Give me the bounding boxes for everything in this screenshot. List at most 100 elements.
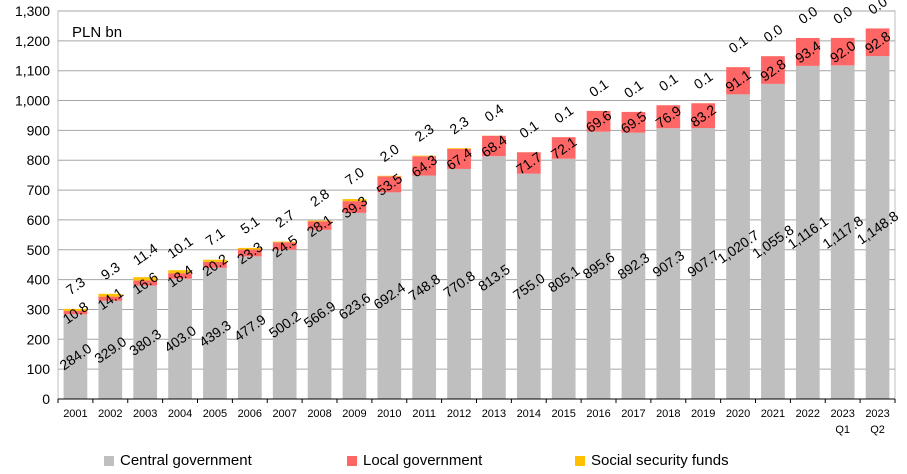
bar-segment bbox=[203, 267, 227, 399]
gridlines bbox=[57, 10, 896, 400]
bar-segment bbox=[168, 273, 192, 279]
axes: 0 100 200 300 400 500 600 700 800 900 1,000 1,100 1,… bbox=[15, 3, 896, 436]
y-tick-label: 200 bbox=[27, 331, 51, 347]
bar-segment bbox=[447, 148, 471, 149]
bar-segment bbox=[133, 280, 158, 286]
bar-segment bbox=[272, 242, 297, 250]
bar-segment bbox=[865, 56, 890, 400]
bar-segment bbox=[865, 28, 890, 57]
x-tick-label: 2002 bbox=[98, 408, 122, 420]
bar-segment bbox=[377, 176, 402, 193]
data-label-social: 7.3 bbox=[63, 274, 88, 298]
data-label-social: 0.0 bbox=[795, 3, 820, 27]
bar-segment bbox=[168, 278, 192, 399]
bar-segment bbox=[447, 168, 471, 399]
data-label-social: 0.0 bbox=[865, 0, 890, 18]
x-tick-label: 2014 bbox=[517, 408, 541, 420]
bar-segment bbox=[237, 256, 262, 399]
y-tick-label: 1,200 bbox=[15, 33, 50, 49]
y-tick-label: 0 bbox=[42, 391, 50, 407]
data-label-social: 5.1 bbox=[237, 213, 262, 237]
y-tick-label: 1,100 bbox=[15, 63, 50, 79]
data-label-social: 2.0 bbox=[377, 141, 402, 165]
x-tick-label: 2017 bbox=[621, 408, 645, 420]
y-tick-label: 600 bbox=[27, 212, 51, 228]
bars bbox=[63, 28, 890, 400]
bar-segment bbox=[586, 131, 611, 399]
x-tick-label: 2011 bbox=[412, 408, 436, 420]
x-tick-label-sub: Q1 bbox=[835, 424, 850, 436]
bar-segment bbox=[586, 110, 611, 132]
data-label-social: 0.1 bbox=[725, 32, 750, 56]
unit-label: PLN bn bbox=[72, 24, 122, 41]
bar-segment bbox=[237, 247, 262, 250]
bar-segment bbox=[272, 241, 297, 243]
bar-segment bbox=[307, 220, 332, 222]
data-label-social: 2.3 bbox=[412, 120, 437, 144]
x-tick-label: 2003 bbox=[133, 408, 157, 420]
x-tick-label: 2008 bbox=[307, 408, 331, 420]
bar-segment bbox=[377, 192, 402, 399]
data-label-social: 2.7 bbox=[272, 206, 297, 230]
y-tick-label: 1,300 bbox=[15, 3, 50, 19]
bar-segment bbox=[447, 148, 471, 169]
bar-segment bbox=[551, 158, 576, 399]
bar-segment bbox=[377, 175, 402, 177]
y-tick-label: 100 bbox=[27, 361, 51, 377]
legend-item-central: Central government bbox=[104, 452, 252, 469]
bar-segment bbox=[133, 285, 158, 399]
bar-segment bbox=[412, 175, 437, 399]
legend-swatch-central bbox=[104, 455, 114, 466]
y-tick-label: 900 bbox=[27, 122, 51, 138]
bar-segment bbox=[412, 156, 437, 176]
bar-segment bbox=[795, 38, 820, 66]
x-tick-label: 2007 bbox=[272, 408, 296, 420]
data-label-social: 0.1 bbox=[586, 76, 611, 100]
legend-item-social: Social security funds bbox=[575, 452, 729, 469]
x-tick-label: 2013 bbox=[482, 408, 506, 420]
bar-segment bbox=[656, 105, 681, 129]
x-tick-label: 2009 bbox=[342, 408, 366, 420]
y-tick-label: 800 bbox=[27, 152, 51, 168]
data-label-social: 2.8 bbox=[307, 185, 332, 209]
x-tick-label: 2016 bbox=[586, 408, 610, 420]
data-label-social: 0.0 bbox=[760, 21, 785, 45]
x-tick-label: 2018 bbox=[656, 408, 680, 420]
legend-label-local: Local government bbox=[363, 452, 483, 469]
bar-segment bbox=[795, 65, 820, 399]
x-tick-label: 2010 bbox=[377, 408, 401, 420]
bar-segment bbox=[830, 65, 855, 399]
data-label-social: 7.1 bbox=[202, 224, 227, 248]
y-tick-label: 700 bbox=[27, 182, 51, 198]
x-tick-label: 2015 bbox=[551, 408, 575, 420]
data-label-social: 0.4 bbox=[481, 100, 506, 124]
bar-segment bbox=[342, 201, 367, 213]
bar-segment bbox=[691, 103, 716, 129]
bar-segment bbox=[726, 94, 750, 400]
bar-segment bbox=[761, 83, 785, 399]
bar-segment bbox=[133, 277, 158, 281]
bar-segment bbox=[412, 155, 437, 157]
bar-segment bbox=[168, 270, 192, 274]
x-tick-label: 2019 bbox=[691, 408, 715, 420]
bar-segment bbox=[516, 173, 541, 399]
data-label-social: 0.0 bbox=[830, 3, 855, 27]
bar-segment bbox=[203, 259, 227, 262]
x-tick-label: 2005 bbox=[203, 408, 227, 420]
bar-segment bbox=[482, 135, 506, 157]
legend-label-central: Central government bbox=[120, 452, 252, 469]
bar-segment bbox=[726, 67, 750, 95]
bar-segment bbox=[342, 199, 367, 202]
data-label-social: 0.1 bbox=[691, 68, 716, 92]
bar-segment bbox=[516, 152, 541, 174]
x-tick-label: 2006 bbox=[238, 408, 262, 420]
legend-swatch-social bbox=[575, 455, 585, 466]
bar-segment bbox=[307, 229, 332, 399]
bar-segment bbox=[63, 308, 88, 312]
bar-segment bbox=[691, 128, 716, 399]
x-tick-label: 2021 bbox=[761, 408, 785, 420]
y-tick-label: 400 bbox=[27, 272, 51, 288]
stacked-bar-chart: 284.010.87.3329.014.19.3380.316.611.4403… bbox=[15, 0, 902, 436]
data-label-social: 2.3 bbox=[446, 113, 471, 137]
x-tick-label: 2012 bbox=[447, 408, 471, 420]
